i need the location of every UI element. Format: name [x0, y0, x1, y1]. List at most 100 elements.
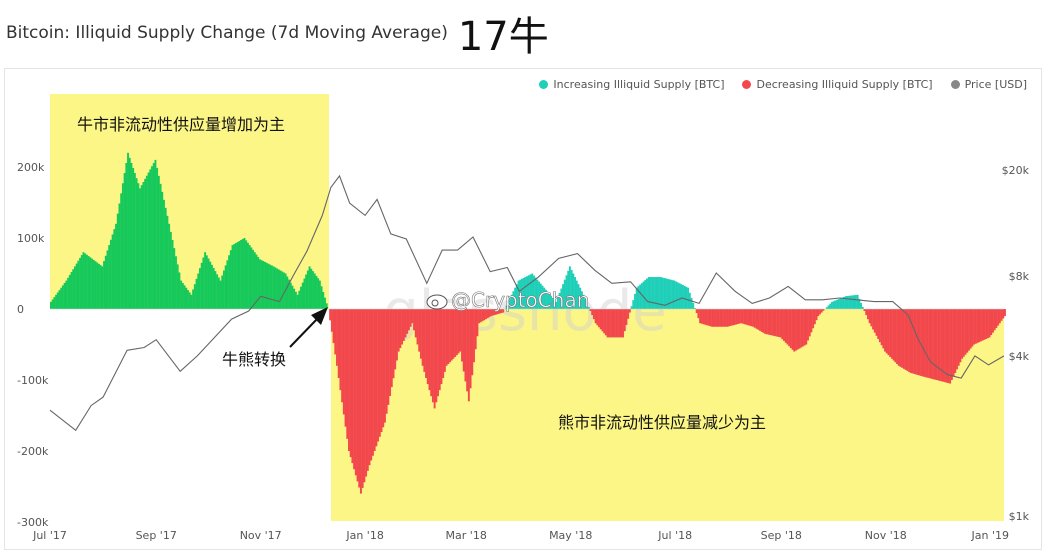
supply-bar — [887, 309, 890, 356]
supply-bar — [241, 239, 244, 309]
x-tick-label: Nov '17 — [240, 529, 282, 542]
legend-item-decreasing[interactable]: Decreasing Illiquid Supply [BTC] — [742, 78, 933, 91]
supply-bar — [462, 309, 465, 372]
supply-bar — [413, 309, 415, 331]
supply-bar — [277, 269, 280, 309]
watermark-text: @CryptoChan — [451, 288, 589, 312]
supply-bar — [409, 309, 412, 327]
supply-bar — [717, 309, 720, 327]
supply-bar — [270, 265, 273, 309]
supply-bar — [228, 255, 231, 309]
supply-bar — [133, 173, 136, 309]
supply-bar — [512, 291, 515, 309]
supply-bar — [735, 309, 737, 325]
bull-box-label: 牛市非流动性供应量增加为主 — [77, 115, 285, 134]
supply-bar — [289, 282, 292, 309]
x-tick-label: May '18 — [549, 529, 592, 542]
supply-bar — [161, 191, 164, 309]
supply-bar — [666, 278, 669, 309]
supply-bar — [120, 193, 123, 309]
supply-bar — [140, 185, 143, 309]
supply-bar — [257, 256, 260, 309]
supply-bar — [834, 300, 837, 309]
supply-bar — [945, 309, 948, 383]
legend-swatch-decreasing — [742, 80, 752, 89]
supply-bar — [558, 293, 561, 309]
supply-bar — [178, 272, 181, 309]
supply-bar — [425, 309, 427, 378]
supply-bar — [457, 309, 460, 354]
supply-bar — [324, 297, 326, 309]
supply-bar — [298, 290, 301, 309]
supply-bar — [435, 309, 438, 403]
supply-bar — [116, 213, 119, 309]
supply-bar — [243, 238, 246, 309]
supply-bar — [207, 258, 210, 309]
supply-bar — [395, 309, 398, 361]
supply-bar — [288, 279, 290, 309]
supply-bar — [183, 285, 186, 309]
supply-bar — [603, 309, 606, 334]
supply-bar — [844, 296, 847, 309]
supply-bar — [890, 309, 893, 359]
supply-bar — [521, 278, 523, 309]
supply-bar — [952, 309, 955, 377]
y-right-tick-label: $8k — [1009, 270, 1030, 283]
supply-bar — [349, 309, 352, 458]
chart-frame — [4, 68, 1042, 550]
supply-bar — [854, 295, 857, 309]
supply-bar — [471, 309, 474, 376]
supply-bar — [407, 309, 410, 331]
supply-bar — [880, 309, 883, 346]
supply-bar — [882, 309, 885, 349]
supply-bar — [589, 309, 592, 312]
supply-bar — [801, 309, 804, 347]
legend-item-increasing[interactable]: Increasing Illiquid Supply [BTC] — [539, 78, 724, 91]
supply-bar — [647, 277, 650, 309]
supply-bar — [875, 309, 878, 336]
supply-bar — [962, 309, 965, 357]
supply-bar — [157, 175, 160, 310]
supply-bar — [579, 287, 582, 309]
supply-bar — [800, 309, 803, 348]
supply-bar — [726, 309, 729, 327]
supply-bar — [705, 309, 708, 326]
supply-bar — [192, 289, 195, 309]
supply-bar — [440, 309, 443, 385]
supply-bar — [216, 274, 219, 309]
supply-bar — [325, 303, 328, 309]
supply-bar — [139, 188, 141, 309]
supply-bar — [978, 309, 981, 343]
legend-item-price[interactable]: Price [USD] — [950, 78, 1027, 91]
supply-bar — [404, 309, 407, 338]
supply-bar — [682, 285, 684, 309]
supply-bar — [985, 309, 988, 339]
supply-bar — [630, 306, 633, 309]
price-series-line — [49, 174, 1005, 432]
supply-bar — [712, 309, 715, 327]
supply-bar — [820, 309, 823, 313]
supply-bar — [382, 309, 385, 428]
supply-bar — [925, 309, 928, 378]
supply-bar — [947, 309, 950, 384]
supply-bar — [104, 255, 107, 309]
supply-bar — [807, 309, 809, 341]
supply-bar — [67, 277, 70, 309]
supply-bar — [358, 309, 361, 488]
supply-bar — [373, 309, 376, 451]
supply-bar — [620, 309, 623, 338]
supply-bar — [145, 175, 148, 309]
supply-bar — [870, 309, 873, 327]
supply-bar — [159, 183, 162, 309]
supply-bar — [796, 309, 799, 350]
supply-bar — [740, 309, 743, 324]
supply-bar — [264, 261, 266, 309]
supply-bar — [829, 303, 832, 309]
supply-bar — [473, 309, 475, 363]
supply-bar — [832, 301, 835, 309]
supply-bar — [731, 309, 734, 326]
supply-bar — [481, 309, 484, 322]
supply-bar — [606, 309, 609, 338]
supply-bar — [644, 280, 647, 309]
supply-bar — [622, 309, 624, 338]
